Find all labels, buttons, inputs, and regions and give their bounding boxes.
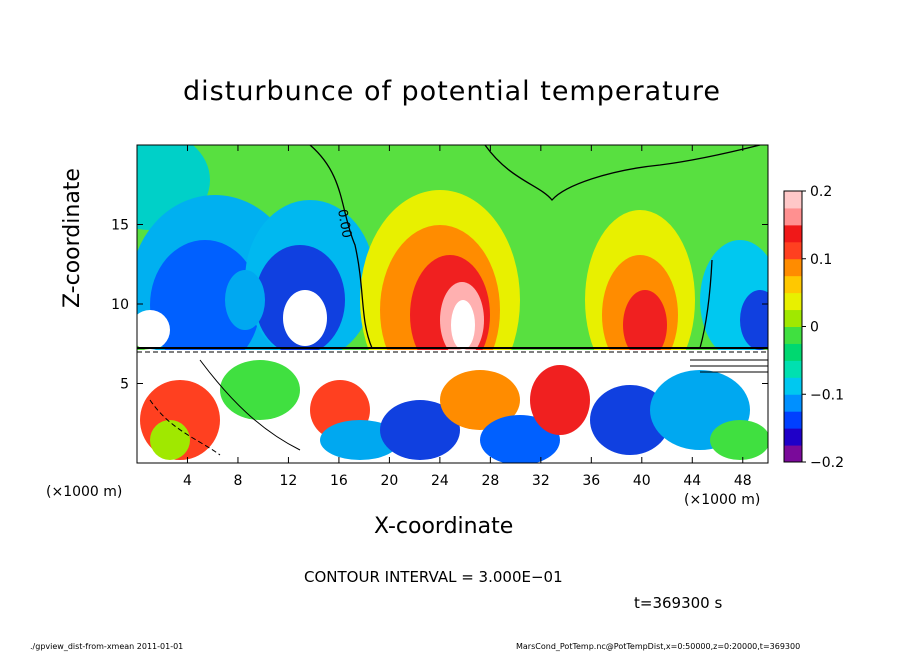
- x-ticks: 4 8 12 16 20 24 28 32 36 40 44 48: [183, 145, 752, 489]
- x-tick-label: 12: [280, 473, 298, 489]
- colorbar-swatch: [784, 411, 802, 429]
- colorbar-swatch: [784, 394, 802, 412]
- x-unit-label-right: (×1000 m): [684, 492, 761, 508]
- x-tick-label: 4: [183, 473, 192, 489]
- colorbar-swatch: [784, 343, 802, 361]
- chart-title: disturbunce of potential temperature: [183, 76, 721, 107]
- x-tick-label: 48: [734, 473, 752, 489]
- colorbar-swatch: [784, 445, 802, 463]
- colorbar-tick-label: 0: [810, 320, 819, 336]
- colorbar-tick-label: 0.2: [810, 184, 832, 200]
- x-axis-label: X-coordinate: [374, 514, 514, 539]
- contour-label: 0.00: [334, 208, 354, 239]
- x-tick-label: 20: [380, 473, 398, 489]
- x-tick-label: 8: [233, 473, 242, 489]
- colorbar-swatch: [784, 275, 802, 294]
- x-tick-label: 28: [481, 473, 499, 489]
- time-stamp-text: t=369300 s: [634, 594, 723, 612]
- y-tick-label: 10: [111, 297, 129, 313]
- colorbar-tick-label: −0.1: [810, 387, 844, 403]
- x-tick-label: 32: [532, 473, 550, 489]
- colorbar-swatch: [784, 428, 802, 446]
- colorbar-swatch: [784, 258, 802, 277]
- x-tick-label: 44: [683, 473, 701, 489]
- x-tick-label: 16: [330, 473, 348, 489]
- y-tick-label: 5: [120, 377, 129, 393]
- colorbar-swatch: [784, 224, 802, 243]
- colorbar-swatch: [784, 360, 802, 378]
- x-unit-label-left: (×1000 m): [46, 484, 123, 500]
- contour-interval-text: CONTOUR INTERVAL = 3.000E−01: [304, 568, 563, 586]
- colorbar: 0.2 0.1 0 −0.1 −0.2: [783, 184, 844, 471]
- x-tick-label: 24: [431, 473, 449, 489]
- x-tick-label: 40: [633, 473, 651, 489]
- footer-left-text: ./gpview_dist-from-xmean 2011-01-01: [30, 642, 184, 651]
- colorbar-swatch: [784, 377, 802, 395]
- colorbar-swatch: [784, 309, 802, 327]
- heatmap-field: [137, 145, 768, 463]
- colorbar-swatch: [784, 207, 802, 226]
- y-ticks: 5 10 15: [111, 218, 768, 393]
- colorbar-swatch: [784, 326, 802, 344]
- x-tick-label: 36: [582, 473, 600, 489]
- footer-right-text: MarsCond_PotTemp.nc@PotTempDist,x=0:5000…: [516, 642, 801, 651]
- y-tick-label: 15: [111, 218, 129, 234]
- colorbar-swatch: [784, 191, 802, 209]
- colorbar-tick-label: 0.1: [810, 252, 832, 268]
- colorbar-swatch: [784, 292, 802, 311]
- colorbar-tick-label: −0.2: [810, 455, 844, 471]
- colorbar-swatch: [784, 241, 802, 260]
